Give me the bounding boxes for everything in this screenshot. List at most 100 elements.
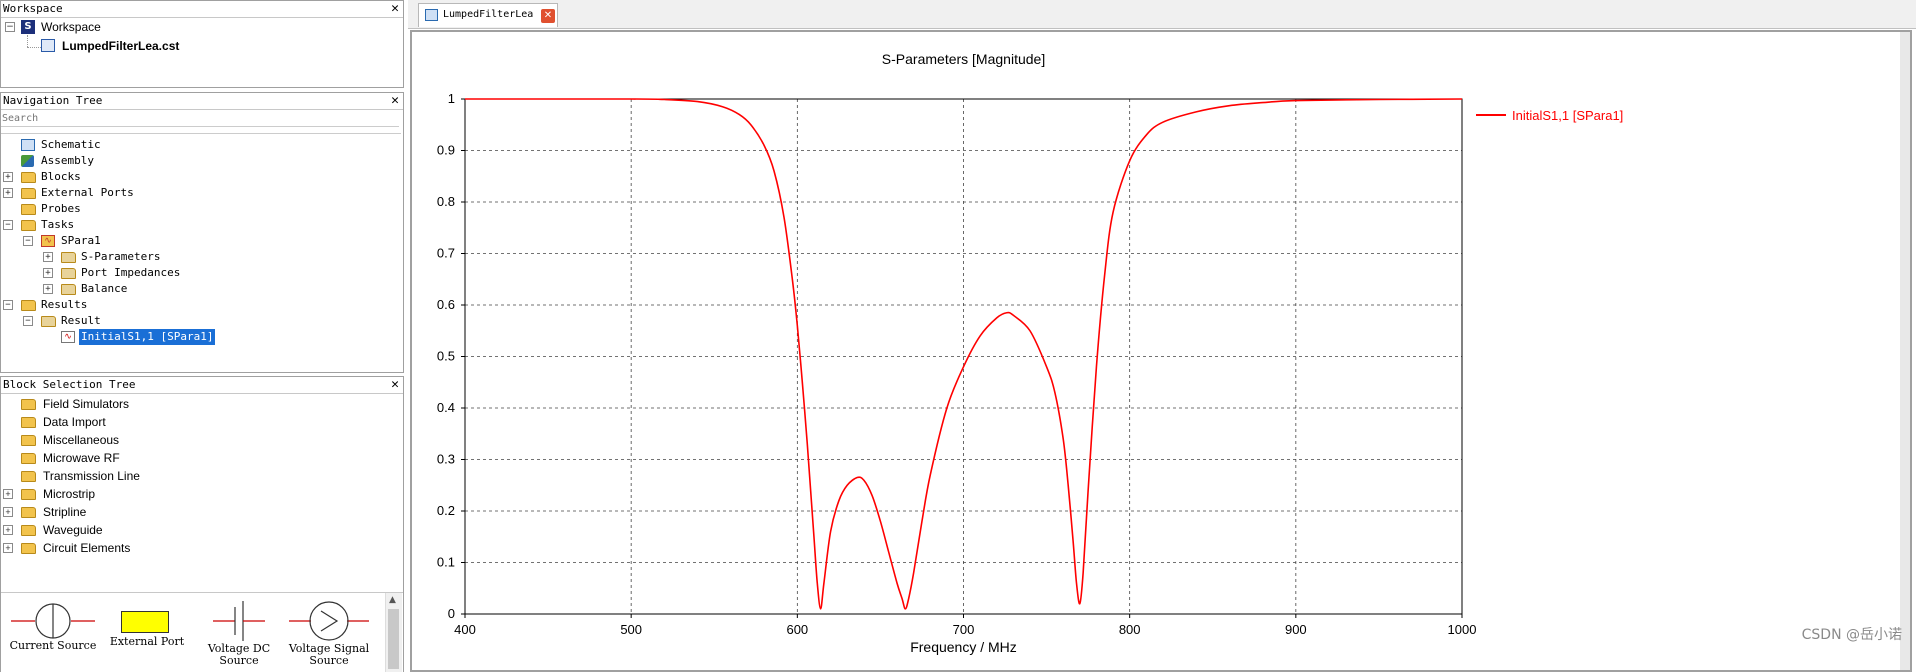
block-item-label: Data Import xyxy=(43,415,106,429)
block-selection-title: Block Selection Tree xyxy=(3,378,136,391)
result-folder-icon xyxy=(61,252,76,263)
block-item-label: Circuit Elements xyxy=(43,541,131,555)
tab-label: LumpedFilterLea xyxy=(443,9,534,20)
chart-title: S-Parameters [Magnitude] xyxy=(882,51,1045,67)
y-tick-label: 0.5 xyxy=(437,349,455,364)
folder-icon xyxy=(21,453,36,464)
expand-icon[interactable]: + xyxy=(3,507,13,517)
collapse-icon[interactable]: − xyxy=(23,236,33,246)
close-icon[interactable]: ✕ xyxy=(391,1,399,16)
y-tick-label: 0.4 xyxy=(437,400,455,415)
expand-icon[interactable]: + xyxy=(43,284,53,294)
nav-item-label: Probes xyxy=(41,202,81,215)
workspace-panel-title: Workspace xyxy=(3,2,63,15)
scroll-up-icon[interactable]: ▲ xyxy=(389,595,396,605)
block-tree-body: Field Simulators Data Import Miscellaneo… xyxy=(1,394,401,589)
expand-icon[interactable]: + xyxy=(3,525,13,535)
collapse-icon[interactable]: − xyxy=(5,22,15,32)
x-tick-label: 900 xyxy=(1285,622,1307,637)
workspace-panel: Workspace ✕ − S Workspace LumpedFilterLe… xyxy=(0,0,404,88)
watermark: CSDN @岳小诺 xyxy=(1801,627,1902,643)
series-line xyxy=(465,98,1463,610)
block-item-label: Microstrip xyxy=(43,487,96,501)
navigation-tree-header: Navigation Tree ✕ xyxy=(1,93,403,110)
folder-icon xyxy=(21,300,36,311)
y-tick-label: 0.8 xyxy=(437,194,455,209)
palette-item-current-source[interactable]: Current Source xyxy=(5,597,101,669)
nav-search-input[interactable] xyxy=(1,111,399,127)
s-parameter-chart[interactable]: 400 500 600 700 800 900 1000 0 0.1 0.2 0.3 0.4 0.5 0.… xyxy=(412,32,1902,670)
workspace-file-label: LumpedFilterLea.cst xyxy=(62,39,180,53)
palette-item-voltage-dc-source[interactable]: Voltage DC Source xyxy=(197,597,281,669)
folder-icon xyxy=(21,489,36,500)
nav-item-label: SPara1 xyxy=(61,234,101,247)
folder-icon xyxy=(21,435,36,446)
nav-tree-body: Schematic Assembly + Blocks + External P… xyxy=(1,133,401,372)
nav-item-label: Tasks xyxy=(41,218,75,231)
palette-item-voltage-signal-source[interactable]: Voltage Signal Source xyxy=(281,597,377,669)
expand-icon[interactable]: + xyxy=(3,172,13,182)
y-tick-label: 0.3 xyxy=(437,452,455,467)
collapse-icon[interactable]: − xyxy=(3,220,13,230)
y-tick-label: 0.1 xyxy=(437,555,455,570)
current-source-icon xyxy=(11,603,95,639)
result-folder-icon xyxy=(61,268,76,279)
workspace-root-label: Workspace xyxy=(41,20,101,34)
tree-connector-line xyxy=(27,47,41,49)
assembly-icon xyxy=(21,155,34,167)
block-item-label: Field Simulators xyxy=(43,397,130,411)
nav-item-label: S-Parameters xyxy=(81,250,161,263)
plot-vertical-scrollbar[interactable] xyxy=(1900,32,1910,670)
palette-item-label: Current Source xyxy=(9,639,97,652)
collapse-icon[interactable]: − xyxy=(23,316,33,326)
folder-icon xyxy=(21,188,36,199)
result-folder-icon xyxy=(41,316,56,327)
scrollbar-thumb[interactable] xyxy=(388,609,399,669)
expand-icon[interactable]: + xyxy=(3,489,13,499)
expand-icon[interactable]: + xyxy=(43,268,53,278)
tree-connector-line xyxy=(27,35,29,47)
voltage-signal-source-icon xyxy=(289,601,369,641)
expand-icon[interactable]: + xyxy=(43,252,53,262)
expand-icon[interactable]: + xyxy=(3,543,13,553)
x-tick-label: 1000 xyxy=(1448,622,1477,637)
expand-icon[interactable]: + xyxy=(3,188,13,198)
schematic-icon xyxy=(425,9,438,21)
folder-icon xyxy=(21,172,36,183)
folder-icon xyxy=(21,399,36,410)
navigation-tree-panel: Navigation Tree ✕ Schematic Assembly + B… xyxy=(0,92,404,373)
palette-item-label: Voltage DC Source xyxy=(207,643,271,667)
close-tab-icon[interactable]: ✕ xyxy=(541,9,555,23)
palette-item-external-port[interactable]: External Port xyxy=(101,597,193,669)
block-item-label: Waveguide xyxy=(43,523,103,537)
close-icon[interactable]: ✕ xyxy=(391,377,399,392)
palette-item-label: External Port xyxy=(109,635,185,648)
y-tick-label: 0.2 xyxy=(437,503,455,518)
grid-layer xyxy=(465,99,1462,614)
nav-item-label: Port Impedances xyxy=(81,266,181,279)
curve-layer xyxy=(465,98,1463,610)
tab-lumped-filter[interactable]: LumpedFilterLea ✕ xyxy=(418,3,558,27)
block-item-label: Microwave RF xyxy=(43,451,120,465)
component-palette: Current Source External Port Voltage DC … xyxy=(1,592,403,672)
x-tick-label: 700 xyxy=(953,622,975,637)
workspace-panel-header: Workspace ✕ xyxy=(1,1,403,18)
folder-icon xyxy=(21,543,36,554)
folder-icon xyxy=(21,204,36,215)
nav-item-label: InitialS1,1 [SPara1] xyxy=(79,329,216,345)
project-file-icon xyxy=(41,39,55,52)
y-tick-label: 0.9 xyxy=(437,143,455,158)
x-tick-label: 600 xyxy=(786,622,808,637)
folder-icon xyxy=(21,220,36,231)
editor-tab-bar: LumpedFilterLea ✕ xyxy=(408,0,1916,29)
collapse-icon[interactable]: − xyxy=(3,300,13,310)
block-item-label: Miscellaneous xyxy=(43,433,120,447)
folder-icon xyxy=(21,507,36,518)
block-selection-panel: Block Selection Tree ✕ Field Simulators … xyxy=(0,376,404,672)
close-icon[interactable]: ✕ xyxy=(391,93,399,108)
folder-icon xyxy=(21,471,36,482)
nav-item-label: Results xyxy=(41,298,88,311)
task-icon: ∿ xyxy=(41,235,55,247)
nav-item-label: Result xyxy=(61,314,101,327)
palette-scrollbar[interactable]: ▲ xyxy=(385,593,402,672)
